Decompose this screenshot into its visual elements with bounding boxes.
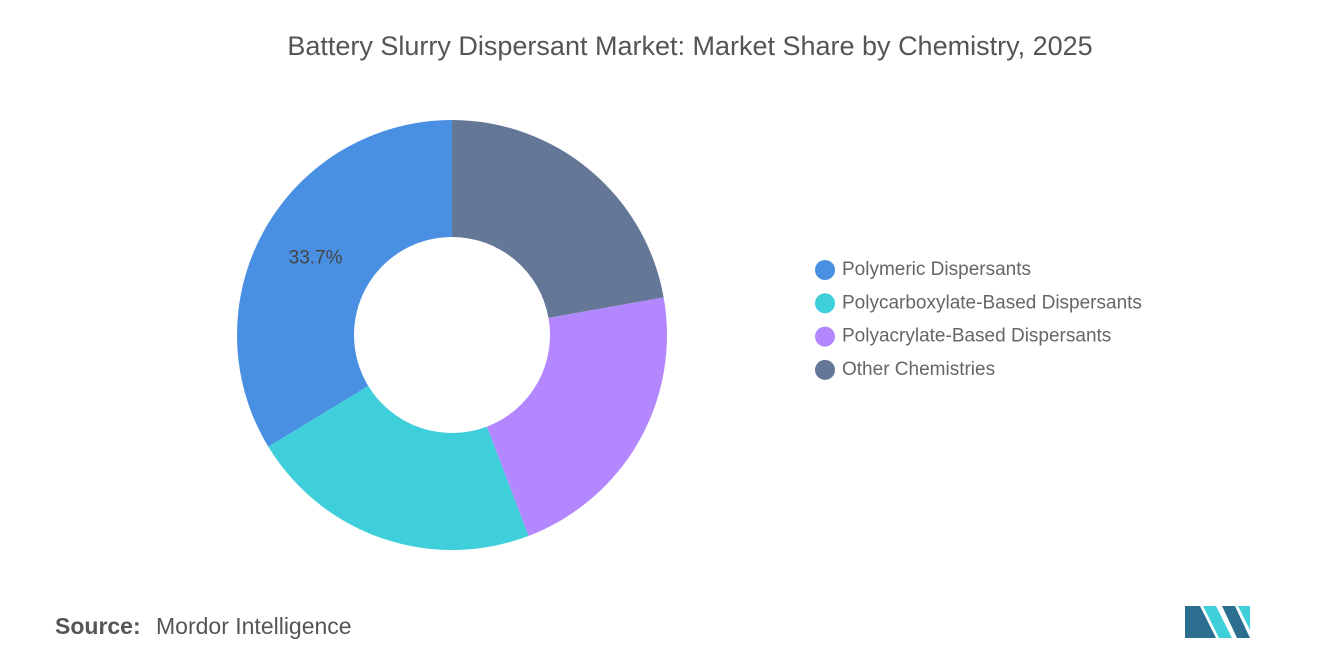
legend-swatch xyxy=(815,293,835,314)
donut: 33.7% xyxy=(237,120,668,550)
source-label: Source: xyxy=(55,613,141,639)
legend-label: Polyacrylate-Based Dispersants xyxy=(842,326,1111,347)
logo xyxy=(1185,606,1250,638)
legend-swatch xyxy=(815,359,835,380)
legend-label: Polymeric Dispersants xyxy=(842,259,1031,280)
slice xyxy=(268,385,529,550)
slice xyxy=(452,120,664,318)
legend: Polymeric Dispersants Polycarboxylate-Bas… xyxy=(815,259,1142,380)
legend-swatch xyxy=(815,260,835,280)
data-label: 33.7% xyxy=(289,247,343,268)
slice xyxy=(237,120,452,447)
slice xyxy=(486,297,668,536)
chart-title: Battery Slurry Dispersant Market: Market… xyxy=(287,31,1092,61)
source: Mordor Intelligence xyxy=(156,613,352,639)
legend-label: Polycarboxylate-Based Dispersants xyxy=(842,292,1142,313)
legend-swatch xyxy=(815,326,835,347)
legend-label: Other Chemistries xyxy=(842,359,995,380)
